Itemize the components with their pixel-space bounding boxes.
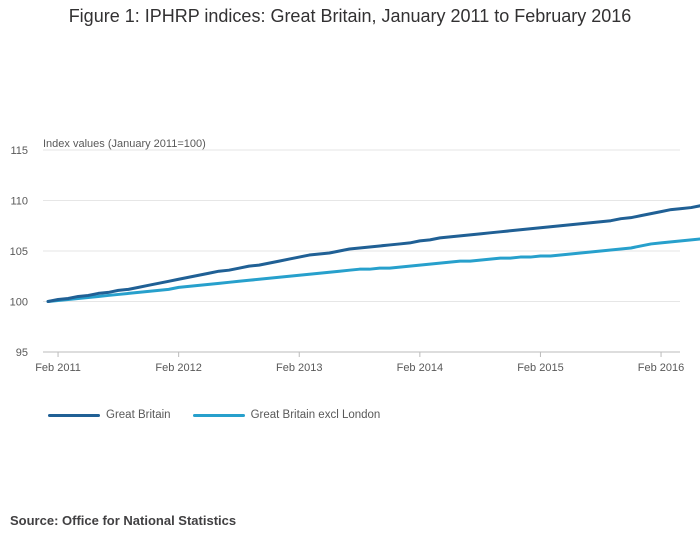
y-tick-label: 105 bbox=[10, 246, 28, 258]
x-tick-label: Feb 2016 bbox=[638, 362, 684, 374]
y-axis-label: Index values (January 2011=100) bbox=[43, 138, 206, 150]
legend-item-excl-london[interactable]: Great Britain excl London bbox=[192, 409, 381, 421]
x-tick-label: Feb 2015 bbox=[517, 362, 563, 374]
gridlines bbox=[43, 149, 680, 353]
source-note: Source: Office for National Statistics bbox=[10, 513, 237, 528]
y-tick-label: 115 bbox=[10, 145, 28, 157]
series-lines bbox=[46, 178, 700, 303]
chart-title: Figure 1: IPHRP indices: Great Britain, … bbox=[68, 6, 632, 26]
legend-label-great-britain: Great Britain bbox=[106, 409, 171, 421]
x-axis-ticks: Feb 2011 Feb 2012 Feb 2013 Feb 2014 Feb 2015… bbox=[35, 352, 684, 374]
y-tick-label: 95 bbox=[16, 347, 28, 359]
x-tick-label: Feb 2011 bbox=[35, 362, 81, 374]
y-tick-label: 100 bbox=[10, 297, 28, 309]
x-tick-label: Feb 2014 bbox=[397, 362, 443, 374]
x-tick-label: Feb 2013 bbox=[276, 362, 322, 374]
y-axis-ticks: 95 100 105 110 115 bbox=[10, 145, 28, 359]
legend-swatch-great-britain bbox=[48, 413, 100, 417]
y-tick-label: 110 bbox=[10, 196, 28, 208]
series-line-excl-london[interactable] bbox=[46, 222, 700, 303]
series-line-great-britain[interactable] bbox=[46, 178, 700, 303]
legend-label-excl-london: Great Britain excl London bbox=[250, 409, 381, 421]
x-tick-label: Feb 2012 bbox=[155, 362, 201, 374]
legend-swatch-excl-london bbox=[192, 413, 245, 417]
legend-item-great-britain[interactable]: Great Britain bbox=[48, 409, 171, 421]
legend: Great Britain Great Britain excl London bbox=[48, 409, 380, 421]
